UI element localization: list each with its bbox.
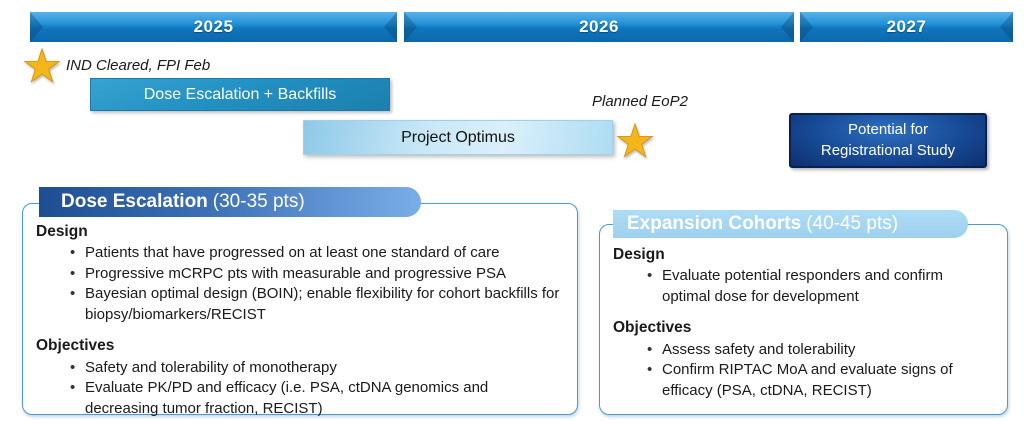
ind-star-icon <box>23 47 61 83</box>
objectives-bullet-list: Assess safety and tolerability Confirm R… <box>613 340 995 402</box>
timeline-year-bar-2026: 2026 <box>404 12 794 42</box>
panel-title: Dose Escalation <box>61 191 208 212</box>
dose-escalation-backfills-bar: Dose Escalation + Backfills <box>90 78 390 111</box>
bullet-item: Evaluate potential responders and confir… <box>647 266 995 307</box>
expansion-cohorts-panel-body: Design Evaluate potential responders and… <box>600 225 1007 401</box>
registrational-study-box: Potential for Registrational Study <box>789 113 987 168</box>
bullet-item: Assess safety and tolerability <box>647 340 995 361</box>
panel-title: Expansion Cohorts <box>627 213 802 234</box>
bullet-item: Safety and tolerability of monotherapy <box>70 358 565 379</box>
eop2-star-icon <box>616 122 654 158</box>
project-optimus-label: Project Optimus <box>401 128 515 146</box>
year-label: 2027 <box>886 17 927 36</box>
timeline-year-bar-2025: 2025 <box>30 12 397 42</box>
objectives-heading: Objectives <box>36 337 115 355</box>
bullet-item: Progressive mCRPC pts with measurable an… <box>70 264 565 285</box>
panel-title-suffix: (40-45 pts) <box>806 213 899 234</box>
panel-title-suffix: (30-35 pts) <box>212 191 305 212</box>
year-label: 2025 <box>193 17 234 36</box>
dose-escalation-panel: Dose Escalation (30-35 pts) Design Patie… <box>22 187 578 417</box>
objectives-heading: Objectives <box>613 319 692 337</box>
ind-milestone-label: IND Cleared, FPI Feb <box>66 57 211 74</box>
bullet-item: Confirm RIPTAC MoA and evaluate signs of… <box>647 360 995 401</box>
design-heading: Design <box>36 223 88 240</box>
design-bullet-list: Patients that have progressed on at leas… <box>36 243 565 325</box>
bullet-item: Bayesian optimal design (BOIN); enable f… <box>70 284 565 325</box>
objectives-bullet-list: Safety and tolerability of monotherapy E… <box>36 358 565 420</box>
design-bullet-list: Evaluate potential responders and confir… <box>613 266 995 307</box>
registrational-line2: Registrational Study <box>820 141 956 159</box>
bullet-item: Patients that have progressed on at leas… <box>70 243 565 264</box>
expansion-cohorts-panel: Expansion Cohorts (40-45 pts) Design Eva… <box>599 210 1008 415</box>
dose-escalation-backfills-label: Dose Escalation + Backfills <box>143 85 337 103</box>
expansion-cohorts-panel-header: Expansion Cohorts (40-45 pts) <box>613 210 968 238</box>
year-label: 2026 <box>579 17 619 36</box>
design-heading: Design <box>613 246 665 263</box>
project-optimus-bar: Project Optimus <box>303 120 613 155</box>
dose-escalation-panel-body: Design Patients that have progressed on … <box>23 204 577 419</box>
eop2-milestone-label: Planned EoP2 <box>592 93 688 110</box>
dose-escalation-panel-header: Dose Escalation (30-35 pts) <box>39 187 421 217</box>
bullet-item: Evaluate PK/PD and efficacy (i.e. PSA, c… <box>70 378 565 419</box>
timeline-year-bar-2027: 2027 <box>800 12 1013 42</box>
registrational-line1: Potential for <box>847 121 929 139</box>
